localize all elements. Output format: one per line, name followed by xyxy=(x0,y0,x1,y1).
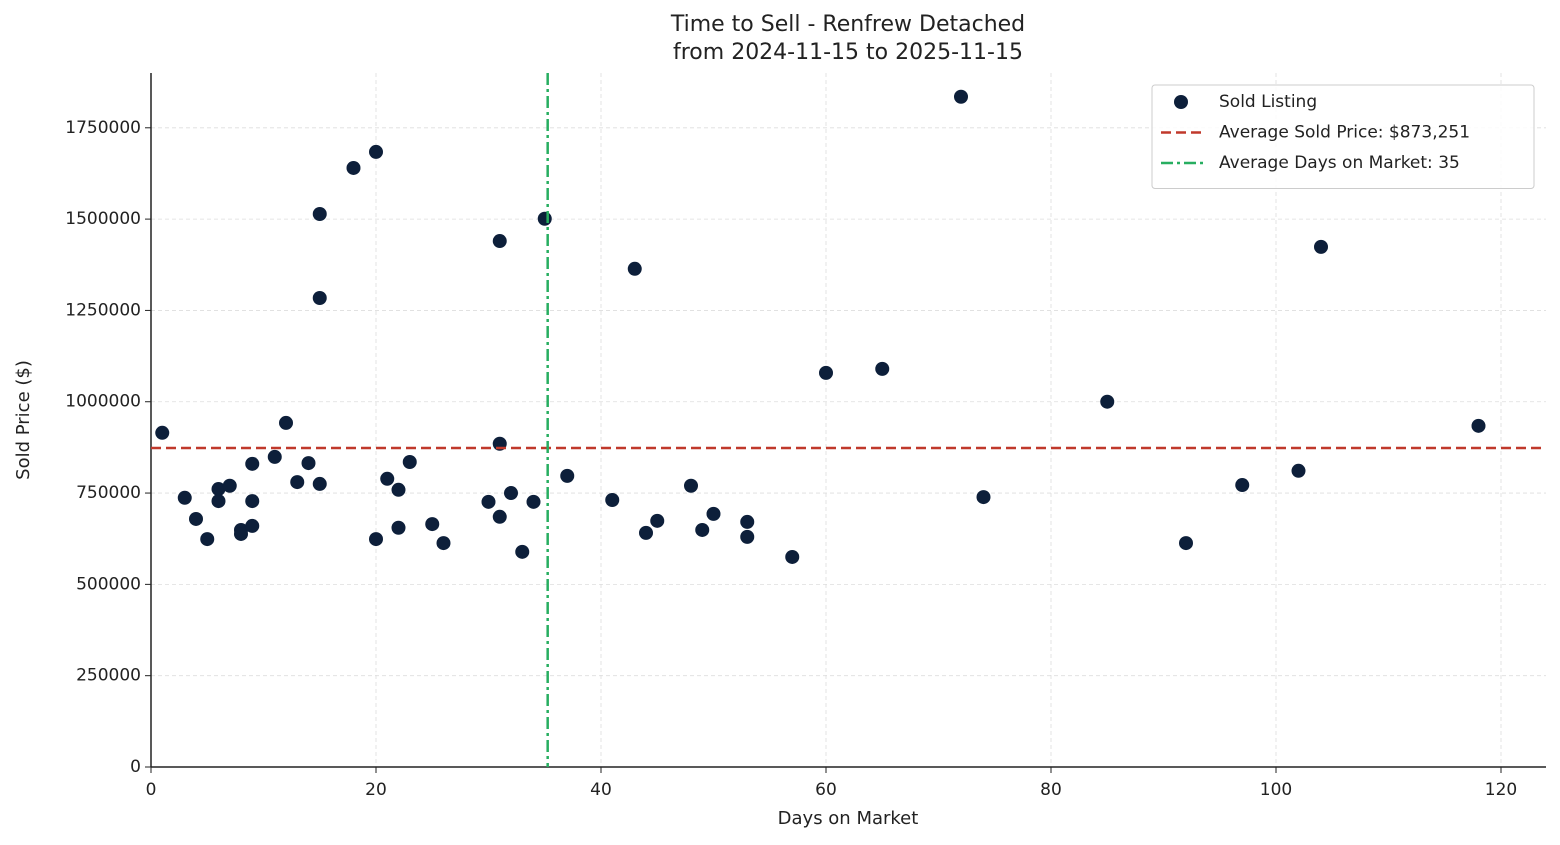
point xyxy=(245,456,260,471)
x-tick-label: 0 xyxy=(146,780,157,800)
point xyxy=(234,526,248,541)
point xyxy=(1314,239,1328,254)
y-tick-label: 500000 xyxy=(76,574,141,594)
y-tick-label: 250000 xyxy=(76,666,141,686)
point xyxy=(740,514,755,529)
point xyxy=(402,455,417,470)
x-tick-label: 80 xyxy=(1040,780,1062,800)
point xyxy=(200,532,215,547)
point xyxy=(526,494,541,509)
point xyxy=(954,89,968,104)
point xyxy=(211,494,226,509)
point xyxy=(189,511,203,526)
point xyxy=(695,522,710,537)
chart-subtitle: from 2024-11-15 to 2025-11-15 xyxy=(673,40,1023,65)
point xyxy=(639,525,653,540)
point xyxy=(706,506,721,521)
point xyxy=(560,468,575,483)
point xyxy=(492,509,507,524)
point xyxy=(627,261,642,276)
legend-box xyxy=(1151,84,1535,189)
point xyxy=(312,206,327,221)
y-tick-label: 1000000 xyxy=(65,392,141,412)
point xyxy=(1100,394,1115,409)
point xyxy=(279,415,293,430)
x-tick-label: 60 xyxy=(815,780,837,800)
y-axis-label: Sold Price ($) xyxy=(13,360,34,480)
point xyxy=(819,365,833,380)
x-tick-label: 20 xyxy=(365,780,387,800)
point xyxy=(1291,463,1306,478)
point xyxy=(177,490,192,505)
y-tick-label: 1500000 xyxy=(65,209,141,229)
point xyxy=(290,475,305,490)
y-tick-label: 750000 xyxy=(76,483,141,503)
point xyxy=(504,486,518,501)
point xyxy=(740,529,755,544)
chart-title: Time to Sell - Renfrew Detached xyxy=(670,12,1025,37)
point xyxy=(785,549,800,564)
x-tick-label: 120 xyxy=(1485,780,1517,800)
point xyxy=(312,476,327,491)
point xyxy=(436,536,451,551)
x-axis-label: Days on Market xyxy=(778,808,919,829)
legend-label: Average Sold Price: $873,251 xyxy=(1219,123,1470,143)
point xyxy=(380,471,395,486)
point xyxy=(492,234,507,249)
point xyxy=(976,490,991,505)
point xyxy=(211,482,226,497)
point xyxy=(155,425,170,440)
y-tick-label: 1750000 xyxy=(65,118,141,138)
point xyxy=(312,291,327,306)
x-tick-label: 100 xyxy=(1260,780,1292,800)
point xyxy=(245,494,260,509)
point xyxy=(481,494,496,509)
y-tick-label: 1250000 xyxy=(65,300,141,320)
legend-label: Average Days on Market: 35 xyxy=(1219,153,1460,173)
point xyxy=(222,478,237,493)
point xyxy=(875,361,890,376)
legend-label: Sold Listing xyxy=(1219,92,1317,112)
y-tick-label: 0 xyxy=(130,757,141,777)
point xyxy=(391,520,406,535)
point xyxy=(515,544,530,559)
x-tick-label: 40 xyxy=(590,780,612,800)
point xyxy=(391,482,406,497)
point xyxy=(369,144,383,159)
point xyxy=(301,456,316,471)
point xyxy=(1235,478,1250,493)
point xyxy=(346,160,361,175)
point xyxy=(537,211,552,226)
point xyxy=(425,517,440,532)
point xyxy=(684,478,698,493)
point xyxy=(650,513,665,528)
point xyxy=(1179,536,1193,551)
point xyxy=(369,532,383,547)
point xyxy=(245,518,260,533)
point xyxy=(1471,418,1486,433)
point xyxy=(605,492,620,507)
legend-marker xyxy=(1174,95,1188,109)
point xyxy=(267,449,282,464)
